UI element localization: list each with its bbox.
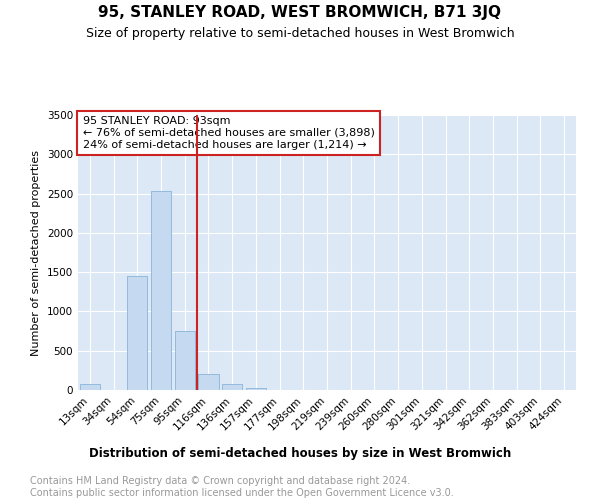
Bar: [199, 374, 218, 390]
Y-axis label: Number of semi-detached properties: Number of semi-detached properties: [31, 150, 41, 356]
Text: Distribution of semi-detached houses by size in West Bromwich: Distribution of semi-detached houses by …: [89, 448, 511, 460]
Text: Contains HM Land Registry data © Crown copyright and database right 2024.
Contai: Contains HM Land Registry data © Crown c…: [30, 476, 454, 498]
Bar: [175, 331, 195, 390]
Bar: [222, 384, 242, 390]
Bar: [246, 388, 266, 390]
Text: 95 STANLEY ROAD: 93sqm
← 76% of semi-detached houses are smaller (3,898)
24% of : 95 STANLEY ROAD: 93sqm ← 76% of semi-det…: [83, 116, 375, 150]
Text: Size of property relative to semi-detached houses in West Bromwich: Size of property relative to semi-detach…: [86, 28, 514, 40]
Bar: [127, 276, 148, 390]
Bar: [151, 191, 171, 390]
Text: 95, STANLEY ROAD, WEST BROMWICH, B71 3JQ: 95, STANLEY ROAD, WEST BROMWICH, B71 3JQ: [98, 5, 502, 20]
Bar: [80, 384, 100, 390]
